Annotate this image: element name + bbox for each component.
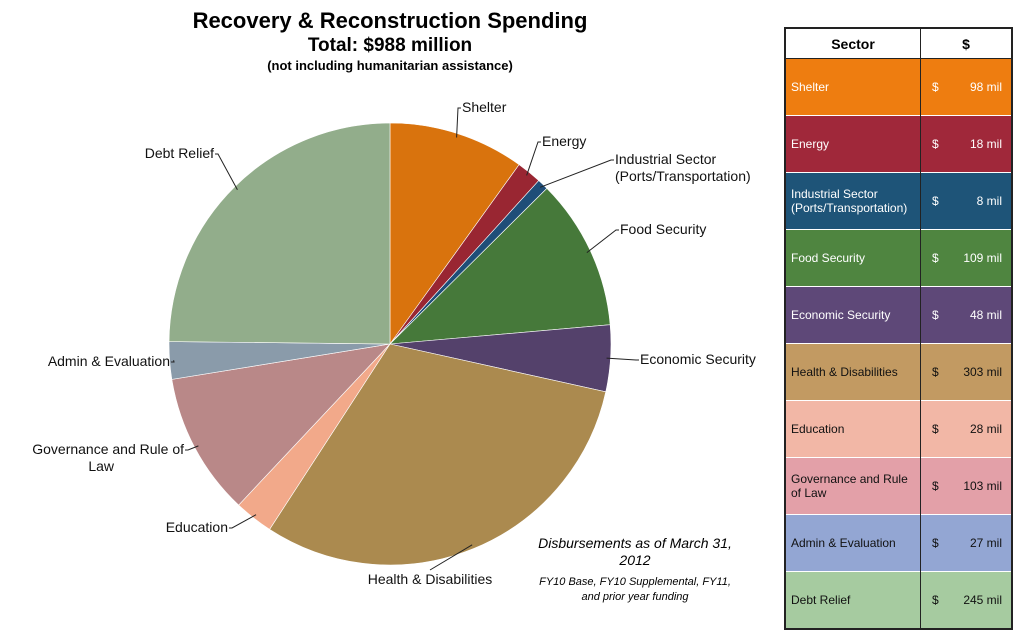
leader-line-governance-and-rule-of-law [185, 445, 199, 451]
table-row: Health & Disabilities $303 mil [785, 343, 1012, 401]
pie-label-governance-and-rule-of-law: Governance and Rule of Law [32, 441, 184, 474]
table-row: Energy $18 mil [785, 115, 1012, 173]
amount-value: 28 mil [969, 422, 1002, 436]
table-cell-sector: Food Security [785, 229, 921, 287]
table-header-row: Sector $ [784, 27, 1013, 59]
amount-value: 27 mil [969, 536, 1002, 550]
table-cell-amount: $28 mil [920, 400, 1012, 458]
table-row: Food Security $109 mil [785, 229, 1012, 287]
currency-symbol: $ [932, 422, 939, 436]
table-cell-sector: Governance and Rule of Law [785, 457, 921, 515]
table-cell-sector: Economic Security [785, 286, 921, 344]
table-cell-amount: $18 mil [920, 115, 1012, 173]
footnote-sub: FY10 Base, FY10 Supplemental, FY11, and … [539, 576, 731, 603]
leader-line-debt-relief [215, 153, 238, 190]
leader-line-education [229, 514, 257, 529]
table-row: Debt Relief $245 mil [785, 571, 1012, 629]
pie-label-shelter: Shelter [462, 99, 507, 115]
table-cell-sector: Debt Relief [785, 571, 921, 629]
leader-line-admin-evaluation [171, 360, 175, 363]
currency-symbol: $ [932, 536, 939, 550]
table-row: Industrial Sector (Ports/Transportation)… [785, 172, 1012, 230]
leader-line-food-security [586, 229, 619, 254]
amount-value: 98 mil [969, 80, 1002, 94]
pie-label-economic-security: Economic Security [640, 351, 756, 367]
footnote: Disbursements as of March 31, 2012 FY10 … [530, 535, 740, 605]
leader-line-industrial-sector-ports-transportation [539, 159, 614, 188]
currency-symbol: $ [932, 308, 939, 322]
amount-value: 48 mil [969, 308, 1002, 322]
table-cell-sector: Shelter [785, 58, 921, 116]
header-amount: $ [920, 27, 1013, 59]
currency-symbol: $ [932, 80, 939, 94]
table-body: Shelter $98 mil Energy $18 mil Industrial Se… [785, 58, 1012, 629]
table-cell-sector: Energy [785, 115, 921, 173]
chart-title: Recovery & Reconstruction Spending [192, 8, 588, 33]
table-cell-amount: $245 mil [920, 571, 1012, 629]
pie-label-energy: Energy [542, 133, 586, 149]
table-row: Economic Security $48 mil [785, 286, 1012, 344]
leader-line-health-disabilities [429, 544, 473, 571]
table-cell-amount: $303 mil [920, 343, 1012, 401]
amount-value: 303 mil [963, 365, 1002, 379]
sector-table: Sector $ Shelter $98 mil Energy $18 mil Indu… [784, 27, 1013, 630]
pie-slices [168, 122, 612, 566]
table-cell-sector: Health & Disabilities [785, 343, 921, 401]
leader-line-shelter [456, 107, 461, 138]
pie-leader-lines [171, 107, 639, 571]
chart-note: (not including humanitarian assistance) [267, 58, 513, 73]
amount-value: 245 mil [963, 593, 1002, 607]
table-cell-amount: $8 mil [920, 172, 1012, 230]
pie-label-industrial-sector-ports-transportation: Industrial Sector (Ports/Transportation) [615, 151, 751, 184]
currency-symbol: $ [932, 593, 939, 607]
pie-label-debt-relief: Debt Relief [145, 145, 214, 161]
table-cell-amount: $109 mil [920, 229, 1012, 287]
pie-slice-food-security [389, 187, 611, 345]
table-cell-sector: Industrial Sector (Ports/Transportation) [785, 172, 921, 230]
header-sector: Sector [784, 27, 921, 59]
currency-symbol: $ [932, 251, 939, 265]
pie-label-health-disabilities: Health & Disabilities [368, 571, 493, 587]
currency-symbol: $ [932, 365, 939, 379]
table-cell-sector: Education [785, 400, 921, 458]
table-row: Shelter $98 mil [785, 58, 1012, 116]
footnote-main: Disbursements as of March 31, 2012 [538, 535, 732, 568]
table-cell-amount: $98 mil [920, 58, 1012, 116]
amount-value: 8 mil [976, 194, 1002, 208]
leader-line-energy [526, 141, 541, 176]
pie-slice-debt-relief [168, 122, 391, 345]
chart-subtitle: Total: $988 million [307, 35, 473, 56]
amount-value: 103 mil [963, 479, 1002, 493]
title-block: Recovery & Reconstruction Spending Total… [110, 8, 670, 74]
currency-symbol: $ [932, 137, 939, 151]
leader-line-economic-security [606, 357, 639, 361]
pie-label-admin-evaluation: Admin & Evaluation [48, 353, 170, 369]
pie-labels: Shelter Energy Industrial Sector (Ports/Tra… [32, 99, 756, 587]
table-cell-sector: Admin & Evaluation [785, 514, 921, 572]
pie-chart: Shelter Energy Industrial Sector (Ports/Tra… [32, 99, 756, 587]
pie-label-food-security: Food Security [620, 221, 706, 237]
table-cell-amount: $48 mil [920, 286, 1012, 344]
pie-label-education: Education [166, 519, 228, 535]
table-cell-amount: $27 mil [920, 514, 1012, 572]
table-cell-amount: $103 mil [920, 457, 1012, 515]
pie-slice-shelter [389, 122, 520, 345]
amount-value: 109 mil [963, 251, 1002, 265]
pie-slice-health-disabilities [269, 343, 607, 566]
table-row: Admin & Evaluation $27 mil [785, 514, 1012, 572]
amount-value: 18 mil [969, 137, 1002, 151]
table-row: Education $28 mil [785, 400, 1012, 458]
currency-symbol: $ [932, 194, 939, 208]
table-row: Governance and Rule of Law $103 mil [785, 457, 1012, 515]
currency-symbol: $ [932, 479, 939, 493]
